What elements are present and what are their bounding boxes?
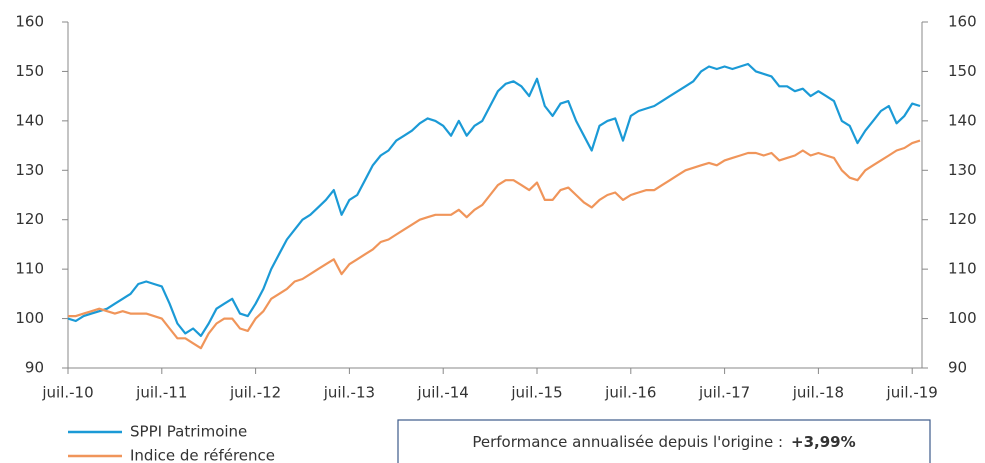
annotation-text: Performance annualisée depuis l'origine … [472,433,783,451]
y2-tick-label: 100 [948,309,977,327]
y2-tick-label: 160 [948,13,977,31]
legend-label: SPPI Patrimoine [130,423,247,441]
y2-tick-label: 90 [948,359,967,377]
y-tick-label: 140 [15,111,44,129]
y2-tick-label: 140 [948,111,977,129]
y-tick-label: 130 [15,161,44,179]
y-tick-label: 150 [15,62,44,80]
x-tick-label: juil.-13 [323,384,375,402]
x-tick-label: juil.-15 [510,384,562,402]
x-tick-label: juil.-14 [417,384,469,402]
y-tick-label: 100 [15,309,44,327]
y-tick-label: 120 [15,210,44,228]
legend-label: Indice de référence [130,447,275,463]
y-tick-label: 110 [15,260,44,278]
y-tick-label: 90 [25,359,44,377]
x-tick-label: juil.-19 [886,384,938,402]
x-tick-label: juil.-11 [135,384,187,402]
x-tick-label: juil.-18 [792,384,844,402]
y-tick-label: 160 [15,13,44,31]
y2-tick-label: 130 [948,161,977,179]
series-line [67,62,921,337]
y2-tick-label: 110 [948,260,977,278]
annotation: Performance annualisée depuis l'origine … [472,433,855,451]
y2-tick-label: 150 [948,62,977,80]
x-tick-label: juil.-16 [604,384,656,402]
x-tick-label: juil.-17 [698,384,750,402]
annotation-box [397,419,931,463]
x-tick-label: juil.-10 [41,384,93,402]
series-line [68,139,921,350]
y2-tick-label: 120 [948,210,977,228]
annotation-value: +3,99% [791,433,856,451]
x-tick-label: juil.-12 [229,384,281,402]
